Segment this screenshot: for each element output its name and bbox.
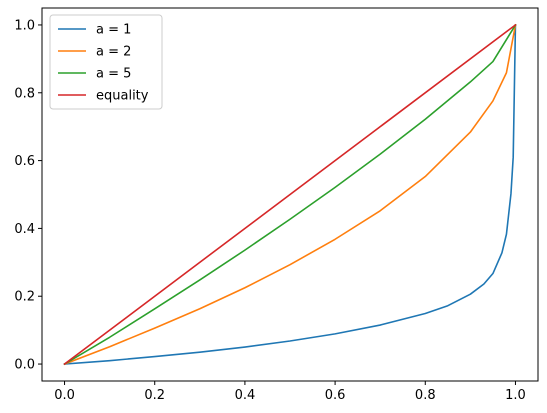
y-tick-label: 0.2: [14, 290, 35, 305]
x-tick-label: 0.6: [325, 388, 346, 403]
series-line-a-5: [63, 23, 517, 366]
series-line-a-2: [63, 24, 517, 366]
x-tick-label: 0.2: [144, 388, 165, 403]
legend: a = 1 a = 2 a = 5 equality: [49, 14, 163, 110]
ticks-layer: 0.0 0.2 0.4 0.6 0.8 1.0 0.0 0.2 0.4 0.6 0.8 1.0: [14, 18, 525, 403]
legend-label: a = 5: [96, 67, 131, 82]
x-tick-label: 1.0: [505, 388, 526, 403]
y-tick-label: 0.6: [14, 154, 35, 169]
y-tick-label: 0.4: [14, 222, 35, 237]
x-tick-label: 0.8: [415, 388, 436, 403]
legend-box: [49, 14, 163, 110]
series-line-equality: [63, 23, 517, 366]
x-tick-label: 0.4: [235, 388, 256, 403]
legend-label: a = 2: [96, 45, 131, 60]
y-tick-label: 1.0: [14, 18, 35, 33]
x-tick-label: 0.0: [54, 388, 75, 403]
legend-label: equality: [96, 89, 149, 104]
plot-frame: [41, 7, 539, 382]
legend-label: a = 1: [96, 23, 131, 38]
y-tick-label: 0.0: [14, 358, 35, 373]
series-line-a-1: [63, 24, 517, 365]
series-layer: [63, 23, 517, 366]
y-tick-label: 0.8: [14, 86, 35, 101]
